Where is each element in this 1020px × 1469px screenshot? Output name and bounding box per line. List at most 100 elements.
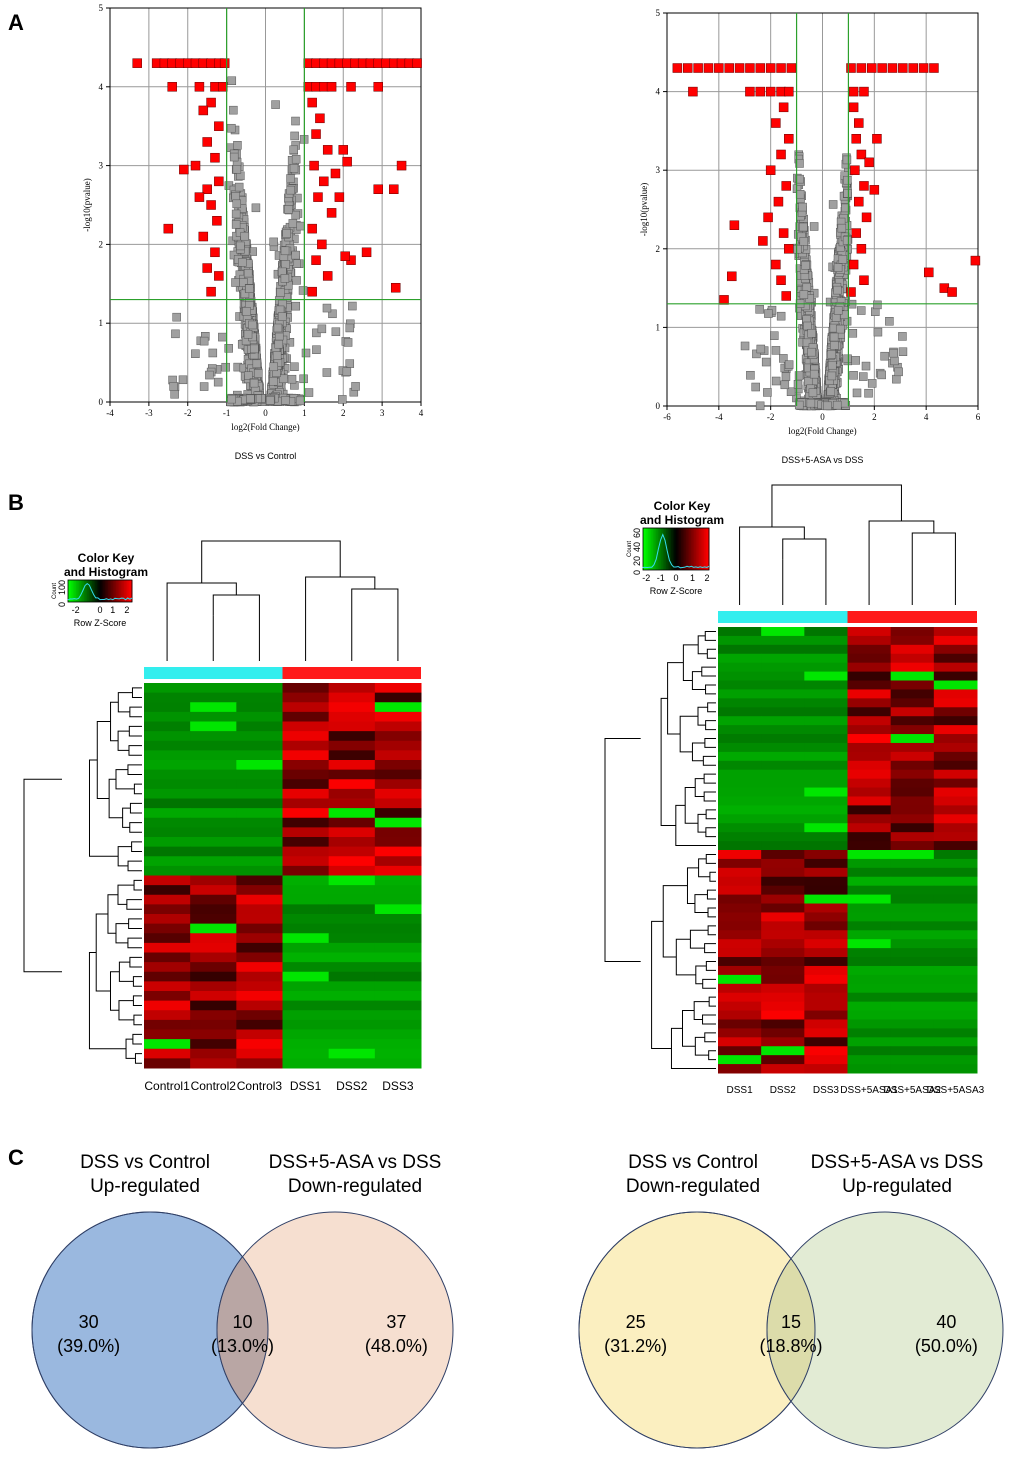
heatmap-cell (374, 817, 422, 828)
heatmap-cell (190, 692, 237, 703)
nonsignificant-point (231, 192, 240, 201)
heatmap-cell (761, 680, 805, 690)
significant-point (346, 82, 356, 92)
color-key-tick: -2 (72, 605, 80, 615)
significant-point (851, 134, 861, 144)
significant-point (688, 86, 698, 97)
nonsignificant-point (849, 371, 858, 380)
heatmap-cell (236, 808, 283, 819)
heatmap-cell (718, 921, 762, 931)
heatmap-cell (761, 725, 805, 735)
heatmap-cell (890, 627, 935, 637)
nonsignificant-point (345, 323, 355, 333)
heatmap-cell (890, 939, 935, 949)
color-key-ytick: 20 (632, 556, 642, 566)
dendrogram-branch (132, 1033, 142, 1045)
nonsignificant-point (249, 378, 259, 388)
heatmap-cell (804, 903, 848, 913)
nonsignificant-point (299, 374, 308, 384)
x-axis-label: log2(Fold Change) (231, 422, 299, 432)
heatmap-cell (374, 875, 422, 886)
nonsignificant-point (343, 338, 353, 347)
x-tick-label: -1 (223, 408, 231, 418)
nonsignificant-point (221, 362, 230, 372)
heatmap-cell (933, 867, 978, 878)
dendrogram-branch (115, 923, 129, 944)
dendrogram-branch (703, 791, 716, 802)
heatmap-cell (328, 875, 376, 886)
nonsignificant-point (840, 398, 849, 408)
heatmap-cell (890, 1028, 935, 1038)
heatmap-cell (890, 716, 935, 726)
heatmap-cell (190, 1039, 237, 1050)
nonsignificant-point (290, 131, 299, 141)
color-key-swatch (702, 528, 705, 570)
significant-point (163, 223, 174, 234)
dendrogram-branch (695, 965, 707, 985)
nonsignificant-point (831, 313, 841, 322)
nonsignificant-point (291, 301, 301, 311)
heatmap-cell (144, 692, 191, 703)
nonsignificant-point (231, 278, 240, 287)
color-key-swatch (674, 528, 677, 570)
nonsignificant-point (826, 387, 836, 396)
heatmap-cell (718, 823, 762, 833)
heatmap-cell (933, 983, 978, 994)
heatmap-cell (236, 952, 283, 963)
color-key-swatch (82, 580, 85, 602)
heatmap-cell (890, 885, 935, 896)
heatmap-cell (144, 837, 191, 848)
dendrogram-branch (127, 764, 142, 775)
significant-point (778, 102, 789, 113)
heatmap-cell (374, 923, 422, 934)
heatmap-cell (804, 894, 848, 905)
color-key-ytick: 0 (632, 570, 642, 575)
heatmap-cell (761, 635, 805, 646)
significant-point (856, 244, 867, 254)
color-key-swatch (690, 528, 693, 570)
heatmap-cell (847, 653, 892, 664)
heatmap-cell (847, 796, 892, 806)
heatmap-cell (761, 1055, 805, 1065)
venn-percent-intersection: (18.8%) (759, 1336, 822, 1356)
nonsignificant-point (894, 367, 903, 377)
dendrogram-branch (117, 730, 130, 751)
significant-point (872, 134, 882, 144)
y-tick-label: 0 (656, 401, 661, 411)
heatmap-cell (236, 779, 283, 790)
color-key-swatch (84, 580, 87, 602)
heatmap-cell (282, 798, 330, 809)
significant-point (338, 145, 348, 155)
significant-point (763, 212, 773, 223)
group-color-bar (144, 667, 283, 679)
heatmap-cell (847, 903, 892, 913)
heatmap-cell (847, 876, 892, 887)
heatmap-cell (761, 885, 805, 896)
heatmap-cell (890, 1037, 935, 1047)
heatmap-cell (144, 1039, 191, 1050)
heatmap-cell (328, 740, 376, 751)
heatmap-cell (144, 808, 191, 819)
color-key-swatch (95, 580, 98, 602)
heatmap-cell (328, 952, 376, 963)
nonsignificant-point (864, 388, 873, 398)
significant-point (864, 157, 874, 168)
heatmap-cell (761, 814, 805, 824)
dendrogram-branch (704, 1032, 716, 1043)
nonsignificant-point (199, 382, 209, 391)
heatmap-cell (236, 981, 283, 992)
heatmap-cell (328, 808, 376, 819)
heatmap-cell (718, 858, 762, 869)
significant-point (307, 286, 317, 297)
color-key-swatch (652, 528, 656, 570)
heatmap-cell (847, 814, 892, 824)
heatmap-cell (282, 692, 330, 703)
heatmap-cell (328, 817, 376, 828)
nonsignificant-point (265, 396, 275, 405)
color-key-swatch (657, 528, 660, 570)
nonsignificant-point (776, 311, 786, 321)
dendrogram-branch (133, 783, 142, 795)
color-key-swatch (644, 528, 647, 570)
nonsignificant-point (304, 388, 314, 397)
nonsignificant-point (779, 354, 788, 363)
